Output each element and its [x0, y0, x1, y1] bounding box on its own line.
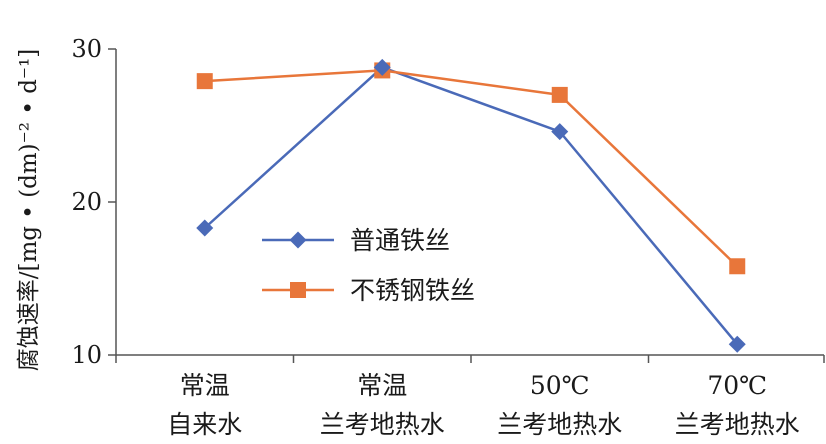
y-tick-label: 10: [71, 341, 102, 369]
legend-marker: [290, 232, 307, 249]
x-tick-label: 兰考地热水: [497, 410, 622, 439]
data-point-2: [197, 73, 213, 89]
x-tick-label: 70℃: [707, 371, 767, 400]
y-tick-label: 30: [71, 35, 102, 63]
data-point-2: [552, 87, 568, 103]
x-tick-label: 兰考地热水: [320, 410, 445, 439]
x-tick-label: 常温: [357, 371, 407, 400]
series-layer: [196, 59, 746, 353]
y-tick-label: 20: [71, 188, 102, 216]
legend-label: 不锈钢铁丝: [350, 276, 475, 305]
y-axis-label: 腐蚀速率/[mg • (dm)⁻² • d⁻¹]: [16, 49, 42, 372]
x-tick-label: 常温: [180, 371, 230, 400]
x-tick-label: 50℃: [530, 371, 590, 400]
x-tick-label: 自来水: [167, 410, 242, 439]
data-point-2: [729, 258, 745, 274]
legend-marker: [290, 282, 306, 298]
legend-label: 普通铁丝: [350, 226, 450, 255]
x-tick-label: 兰考地热水: [675, 410, 800, 439]
